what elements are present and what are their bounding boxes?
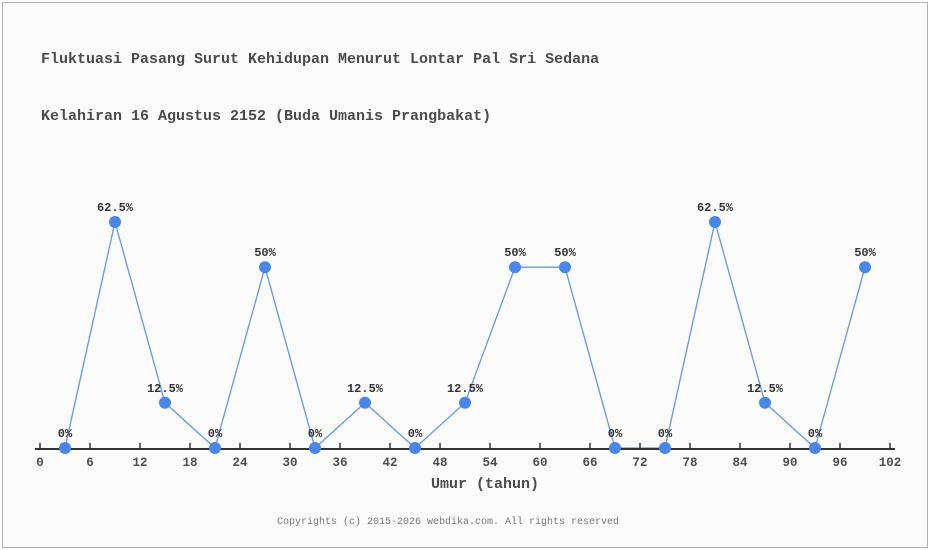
x-axis-tick-label: 36 (332, 456, 347, 470)
data-point-label: 12.5% (147, 382, 184, 396)
data-point-label: 50% (854, 246, 876, 260)
data-point (309, 442, 321, 454)
data-point (409, 442, 421, 454)
data-point-label: 12.5% (347, 382, 384, 396)
data-point-label: 62.5% (97, 201, 134, 215)
data-point-label: 0% (658, 427, 673, 441)
x-axis-tick-label: 48 (432, 456, 447, 470)
data-point (709, 216, 721, 228)
data-point-label: 50% (254, 246, 276, 260)
x-axis-tick-label: 84 (732, 456, 748, 470)
data-line (64, 221, 866, 450)
x-axis-tick-label: 30 (282, 456, 297, 470)
data-point (59, 442, 71, 454)
data-point (559, 261, 571, 274)
x-axis-tick-label: 90 (782, 456, 797, 470)
data-point-label: 0% (808, 427, 823, 441)
x-axis-tick-label: 102 (879, 456, 902, 470)
data-point-label: 62.5% (697, 201, 734, 215)
data-point-label: 12.5% (447, 382, 484, 396)
x-axis-tick-label: 54 (482, 456, 498, 470)
data-point-label: 0% (608, 427, 623, 441)
data-point (509, 261, 521, 274)
data-point (659, 442, 671, 454)
x-axis-tick-label: 18 (182, 456, 197, 470)
data-point (209, 442, 221, 454)
chart-title-line2: Kelahiran 16 Agustus 2152 (Buda Umanis P… (41, 108, 492, 125)
data-point (759, 396, 771, 409)
data-point-label: 0% (58, 427, 73, 441)
data-point-label: 12.5% (747, 382, 784, 396)
data-point-label: 0% (308, 427, 323, 441)
data-point (159, 396, 171, 409)
x-axis-tick-label: 60 (532, 456, 547, 470)
x-axis-tick-label: 96 (832, 456, 847, 470)
data-point (809, 442, 821, 454)
x-axis-tick-label: 12 (132, 456, 147, 470)
x-axis-tick-label: 42 (382, 456, 397, 470)
line-chart: 0 6 12 18 24 30 36 42 48 54 60 66 72 78 84 90 96 102 0% 62.… (35, 201, 902, 470)
x-axis-tick-label: 66 (582, 456, 597, 470)
data-point (359, 396, 371, 409)
data-point-label: 0% (408, 427, 423, 441)
x-axis-tick-label: 78 (682, 456, 697, 470)
data-point (259, 261, 271, 274)
data-point-label: 0% (208, 427, 223, 441)
chart-title-line1: Fluktuasi Pasang Surut Kehidupan Menurut… (41, 51, 600, 68)
data-point (109, 216, 121, 228)
data-point (609, 442, 621, 454)
x-axis-tick-label: 24 (232, 456, 248, 470)
data-point (459, 396, 471, 409)
chart-title: Fluktuasi Pasang Surut Kehidupan Menurut… (41, 12, 599, 164)
x-axis-tick-label: 72 (632, 456, 647, 470)
x-axis-label: Umur (tahun) (430, 476, 540, 493)
x-axis-tick-label: 6 (86, 456, 94, 470)
data-point (859, 261, 871, 274)
data-point-label: 50% (554, 246, 576, 260)
data-point-label: 50% (504, 246, 526, 260)
x-axis-tick-label: 0 (36, 456, 44, 470)
copyright-footer: Copyrights (c) 2015-2026 webdika.com. Al… (276, 517, 620, 528)
